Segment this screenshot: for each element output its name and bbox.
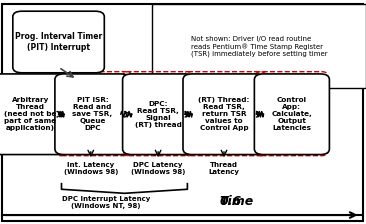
Text: 0.6: 0.6 xyxy=(220,195,242,208)
Text: Time: Time xyxy=(220,195,254,208)
FancyBboxPatch shape xyxy=(55,74,130,155)
FancyBboxPatch shape xyxy=(0,74,68,155)
Text: (RT) Thread:
Read TSR,
return TSR
values to
Control App: (RT) Thread: Read TSR, return TSR values… xyxy=(198,97,250,131)
Text: Arbitrary
Thread
(need not be
part of same
application): Arbitrary Thread (need not be part of sa… xyxy=(4,97,56,131)
Text: DPC:
Read TSR,
Signal
(RT) thread: DPC: Read TSR, Signal (RT) thread xyxy=(135,101,182,128)
FancyBboxPatch shape xyxy=(123,74,194,155)
FancyBboxPatch shape xyxy=(254,74,329,155)
Text: DPC Interrupt Latency
(Windows NT, 98): DPC Interrupt Latency (Windows NT, 98) xyxy=(62,196,150,209)
Text: DPC Latency
(Windows 98): DPC Latency (Windows 98) xyxy=(131,162,185,175)
Text: Int. Latency
(Windows 98): Int. Latency (Windows 98) xyxy=(64,162,118,175)
FancyBboxPatch shape xyxy=(183,74,265,155)
FancyBboxPatch shape xyxy=(13,11,104,73)
Text: Control
App:
Calculate,
Output
Latencies: Control App: Calculate, Output Latencies xyxy=(272,97,312,131)
Text: Thread
Latency: Thread Latency xyxy=(209,162,239,175)
Text: PIT ISR:
Read and
save TSR,
Queue
DPC: PIT ISR: Read and save TSR, Queue DPC xyxy=(72,97,112,131)
Text: Prog. Interval Timer
(PIT) Interrupt: Prog. Interval Timer (PIT) Interrupt xyxy=(15,32,102,52)
FancyBboxPatch shape xyxy=(152,4,366,88)
Text: Not shown: Driver I/O read routine
reads Pentium® Time Stamp Register
(TSR) imme: Not shown: Driver I/O read routine reads… xyxy=(191,36,327,57)
